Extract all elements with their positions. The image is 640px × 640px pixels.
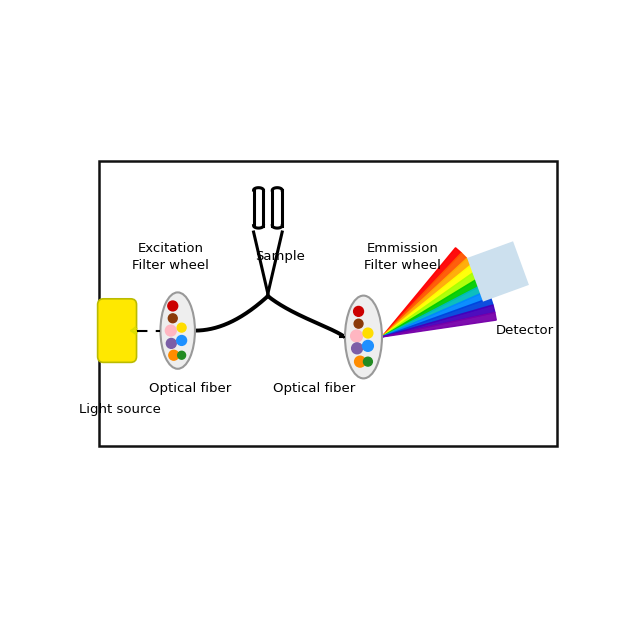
Circle shape bbox=[362, 340, 373, 351]
Circle shape bbox=[177, 335, 187, 346]
Circle shape bbox=[351, 343, 362, 354]
Polygon shape bbox=[255, 232, 280, 291]
Polygon shape bbox=[381, 248, 461, 337]
FancyBboxPatch shape bbox=[98, 299, 136, 362]
Circle shape bbox=[354, 307, 364, 316]
Text: Detector: Detector bbox=[496, 324, 554, 337]
Circle shape bbox=[354, 319, 363, 328]
Circle shape bbox=[363, 328, 373, 338]
Text: Sample: Sample bbox=[255, 250, 305, 263]
Ellipse shape bbox=[345, 296, 382, 378]
Polygon shape bbox=[381, 312, 496, 337]
Polygon shape bbox=[381, 298, 493, 337]
Circle shape bbox=[364, 357, 372, 366]
Polygon shape bbox=[381, 264, 476, 337]
Ellipse shape bbox=[161, 292, 195, 369]
Circle shape bbox=[166, 339, 176, 348]
Polygon shape bbox=[381, 305, 495, 337]
Circle shape bbox=[169, 350, 179, 360]
Circle shape bbox=[168, 314, 177, 323]
Circle shape bbox=[168, 301, 178, 311]
Circle shape bbox=[165, 325, 176, 336]
Polygon shape bbox=[381, 291, 491, 337]
Polygon shape bbox=[381, 270, 481, 337]
Text: Emmission
Filter wheel: Emmission Filter wheel bbox=[364, 242, 442, 271]
Text: Optical fiber: Optical fiber bbox=[149, 381, 231, 395]
Circle shape bbox=[355, 356, 365, 367]
Polygon shape bbox=[381, 284, 488, 337]
Polygon shape bbox=[381, 259, 472, 337]
Polygon shape bbox=[468, 243, 527, 300]
Circle shape bbox=[177, 323, 186, 332]
Polygon shape bbox=[381, 253, 467, 337]
Text: Excitation
Filter wheel: Excitation Filter wheel bbox=[132, 242, 209, 271]
FancyBboxPatch shape bbox=[99, 161, 557, 447]
Text: Light source: Light source bbox=[79, 403, 161, 416]
Circle shape bbox=[178, 351, 186, 359]
Text: Optical fiber: Optical fiber bbox=[273, 381, 355, 395]
Circle shape bbox=[351, 330, 362, 342]
Polygon shape bbox=[381, 277, 484, 337]
